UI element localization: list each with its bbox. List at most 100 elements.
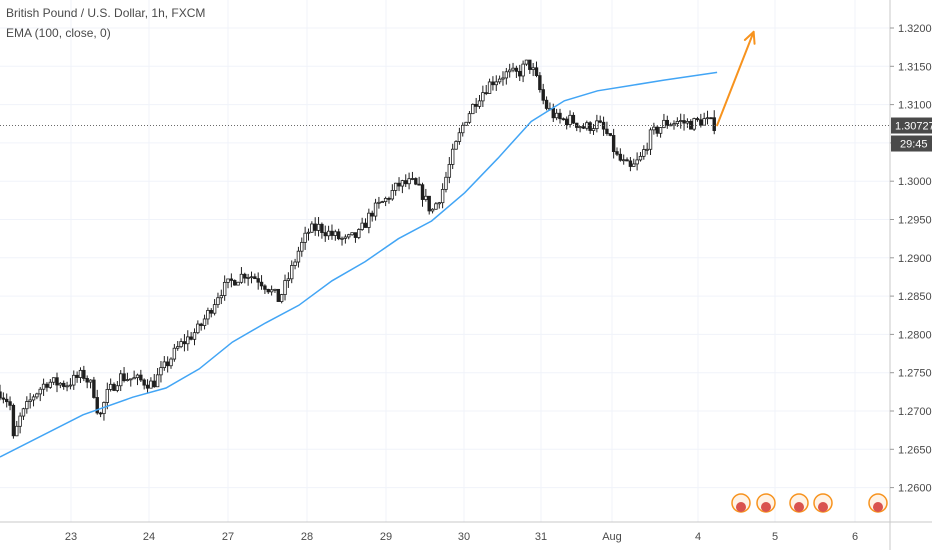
candle bbox=[695, 116, 700, 122]
candle-body bbox=[129, 378, 133, 381]
countdown-text: 29:45 bbox=[900, 139, 928, 151]
candle bbox=[5, 393, 9, 408]
candle-body bbox=[699, 119, 703, 126]
candle bbox=[575, 122, 579, 132]
candle bbox=[507, 63, 512, 78]
candle bbox=[212, 299, 217, 316]
candle bbox=[41, 378, 46, 396]
chart-title: British Pound / U.S. Dollar, 1h, FXCM bbox=[6, 6, 206, 20]
candle-body bbox=[18, 415, 22, 427]
candle-body bbox=[283, 280, 287, 295]
candle-body bbox=[454, 141, 458, 150]
candle bbox=[420, 182, 425, 207]
candle bbox=[78, 367, 83, 383]
candle-body bbox=[85, 378, 89, 383]
candle-body bbox=[135, 374, 140, 379]
candle bbox=[38, 386, 42, 402]
candle-body bbox=[541, 89, 545, 101]
candle-body bbox=[266, 288, 270, 293]
price-axis[interactable]: 1.320001.315001.310001.305001.300001.295… bbox=[890, 23, 932, 495]
candle bbox=[135, 373, 140, 386]
candle-body bbox=[380, 201, 384, 204]
candle bbox=[273, 288, 277, 293]
candle bbox=[186, 330, 190, 351]
candle bbox=[504, 67, 509, 85]
candle bbox=[357, 228, 361, 240]
candle-body bbox=[561, 118, 566, 121]
candle-body bbox=[239, 273, 244, 283]
candle-body bbox=[632, 163, 636, 167]
candle bbox=[518, 64, 522, 82]
event-badges[interactable] bbox=[731, 493, 888, 513]
candle-body bbox=[222, 281, 227, 296]
candle-body bbox=[692, 118, 696, 130]
candle-body bbox=[125, 379, 130, 382]
candle-body bbox=[390, 190, 395, 200]
time-tick-label: 6 bbox=[852, 531, 858, 543]
candle-body bbox=[290, 265, 294, 280]
candle-body bbox=[658, 127, 663, 134]
candle bbox=[568, 110, 572, 128]
candle bbox=[514, 65, 519, 78]
candle-body bbox=[41, 383, 46, 390]
candle bbox=[58, 382, 63, 389]
candle bbox=[219, 289, 224, 305]
candle bbox=[189, 331, 193, 341]
candle-body bbox=[404, 180, 408, 185]
candle bbox=[21, 407, 26, 420]
candle bbox=[125, 372, 130, 382]
candle-body bbox=[702, 118, 706, 126]
candle-body bbox=[591, 128, 596, 131]
candle bbox=[658, 127, 663, 138]
candle-body bbox=[300, 241, 304, 252]
candle bbox=[501, 71, 505, 86]
candle bbox=[541, 83, 545, 105]
candle bbox=[474, 97, 478, 114]
candle-body bbox=[440, 189, 445, 204]
forecast-arrow[interactable] bbox=[716, 30, 756, 127]
candle bbox=[155, 368, 160, 388]
candle bbox=[605, 121, 609, 136]
candle-body bbox=[461, 124, 465, 134]
time-axis[interactable]: 23 24 27 28 29 30 31 Aug 4 5 6 bbox=[65, 531, 858, 543]
price-tick-label: 1.26000 bbox=[898, 483, 932, 495]
candle bbox=[112, 382, 116, 392]
candle-body bbox=[444, 176, 448, 190]
price-tick-label: 1.32000 bbox=[898, 23, 932, 35]
candle-body bbox=[430, 208, 435, 212]
candle-body bbox=[397, 182, 401, 187]
candle-body bbox=[615, 151, 619, 155]
candle-body bbox=[665, 119, 669, 126]
candle bbox=[279, 293, 284, 304]
candle-body bbox=[705, 117, 710, 120]
candle-body bbox=[165, 361, 170, 367]
candle bbox=[377, 196, 381, 209]
candle-body bbox=[310, 223, 314, 233]
candle bbox=[528, 59, 532, 74]
candle-body bbox=[152, 380, 156, 388]
candle-body bbox=[229, 278, 234, 281]
candle-body bbox=[196, 323, 200, 334]
candle bbox=[444, 171, 448, 193]
candle bbox=[159, 361, 163, 383]
candle bbox=[179, 338, 183, 349]
candle bbox=[206, 307, 210, 325]
candle bbox=[692, 117, 696, 132]
arrow-shaft bbox=[716, 30, 755, 127]
candle-body bbox=[528, 59, 532, 70]
candle bbox=[259, 275, 264, 290]
candle-body bbox=[98, 412, 103, 415]
candle-body bbox=[434, 203, 438, 210]
candle-body bbox=[497, 78, 502, 83]
candle-body bbox=[588, 122, 592, 131]
time-tick-label: 23 bbox=[65, 531, 77, 543]
candle-body bbox=[55, 377, 59, 386]
candle-body bbox=[598, 120, 602, 123]
candle bbox=[497, 75, 502, 85]
candle bbox=[326, 225, 331, 240]
candle-body bbox=[360, 222, 364, 230]
price-tick-label: 1.31000 bbox=[898, 100, 932, 112]
candle-body bbox=[514, 67, 519, 72]
candle bbox=[404, 174, 408, 188]
